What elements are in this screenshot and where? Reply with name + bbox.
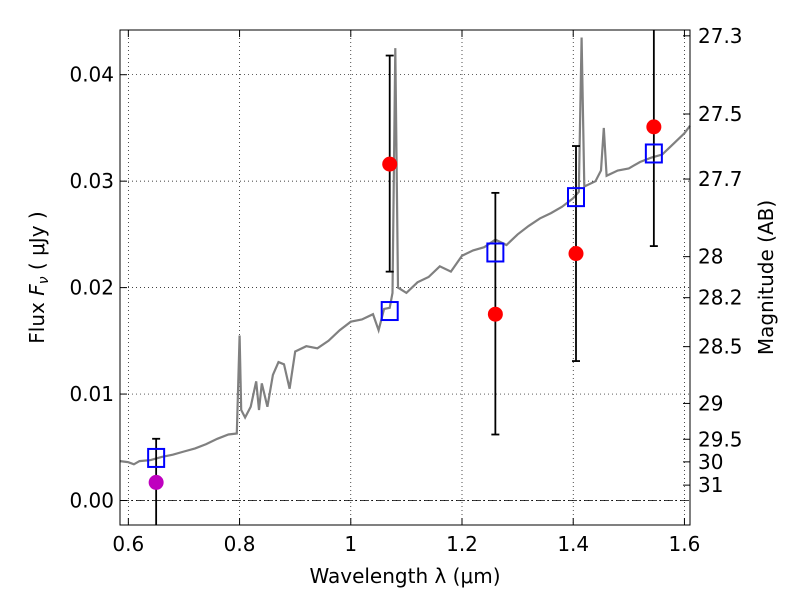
mag-tick-label: 28.2 (698, 286, 743, 310)
mag-tick-label: 29.5 (698, 427, 743, 451)
plot-area (119, 30, 691, 525)
axis-labels: 0.6 0.8 1 1.2 1.4 1.6 0.00 0.01 0.02 0.03 0.04 27.3… (25, 24, 778, 588)
observed-flux-point (646, 119, 662, 135)
mag-tick-label: 27.7 (698, 167, 743, 191)
x-tick-label: 1.2 (446, 532, 478, 556)
spectrum-line (119, 37, 691, 466)
magnitude-axis-label: Magnitude (AB) (754, 200, 778, 355)
mag-tick-label: 30 (698, 450, 723, 474)
mag-tick-label: 27.3 (698, 24, 743, 48)
plot-frame (119, 29, 691, 526)
model-flux-box (644, 143, 663, 164)
model-flux-box (147, 447, 166, 468)
mag-tick-label: 27.5 (698, 102, 743, 126)
y-tick-label: 0.02 (69, 276, 114, 300)
x-tick-label: 0.8 (224, 532, 256, 556)
mag-tick-label: 31 (698, 473, 723, 497)
y-tick-label: 0.04 (69, 63, 114, 87)
upper-limit-point (148, 474, 164, 490)
y-tick-label: 0.01 (69, 382, 114, 406)
y-tick-label: 0.03 (69, 169, 114, 193)
observed-flux-point (568, 246, 584, 262)
x-tick-label: 0.6 (112, 532, 144, 556)
x-axis-label: Wavelength λ (μm) (309, 564, 500, 588)
x-tick-label: 1.4 (557, 532, 589, 556)
x-tick-label: 1.6 (669, 532, 701, 556)
x-tick-label: 1 (344, 532, 357, 556)
observed-flux-point (487, 306, 503, 322)
axis-ticks (120, 30, 690, 525)
model-flux-box (380, 301, 399, 322)
y-tick-label: 0.00 (69, 489, 114, 513)
mag-tick-label: 28.5 (698, 335, 743, 359)
grid-lines (120, 30, 690, 525)
model-flux-box (486, 242, 505, 263)
mag-tick-label: 28 (698, 245, 723, 269)
model-flux-box (567, 187, 585, 208)
observed-flux-point (382, 156, 398, 172)
y-axis-label: Flux Fν ( μJy ) (25, 211, 52, 343)
mag-tick-label: 29 (698, 391, 723, 415)
